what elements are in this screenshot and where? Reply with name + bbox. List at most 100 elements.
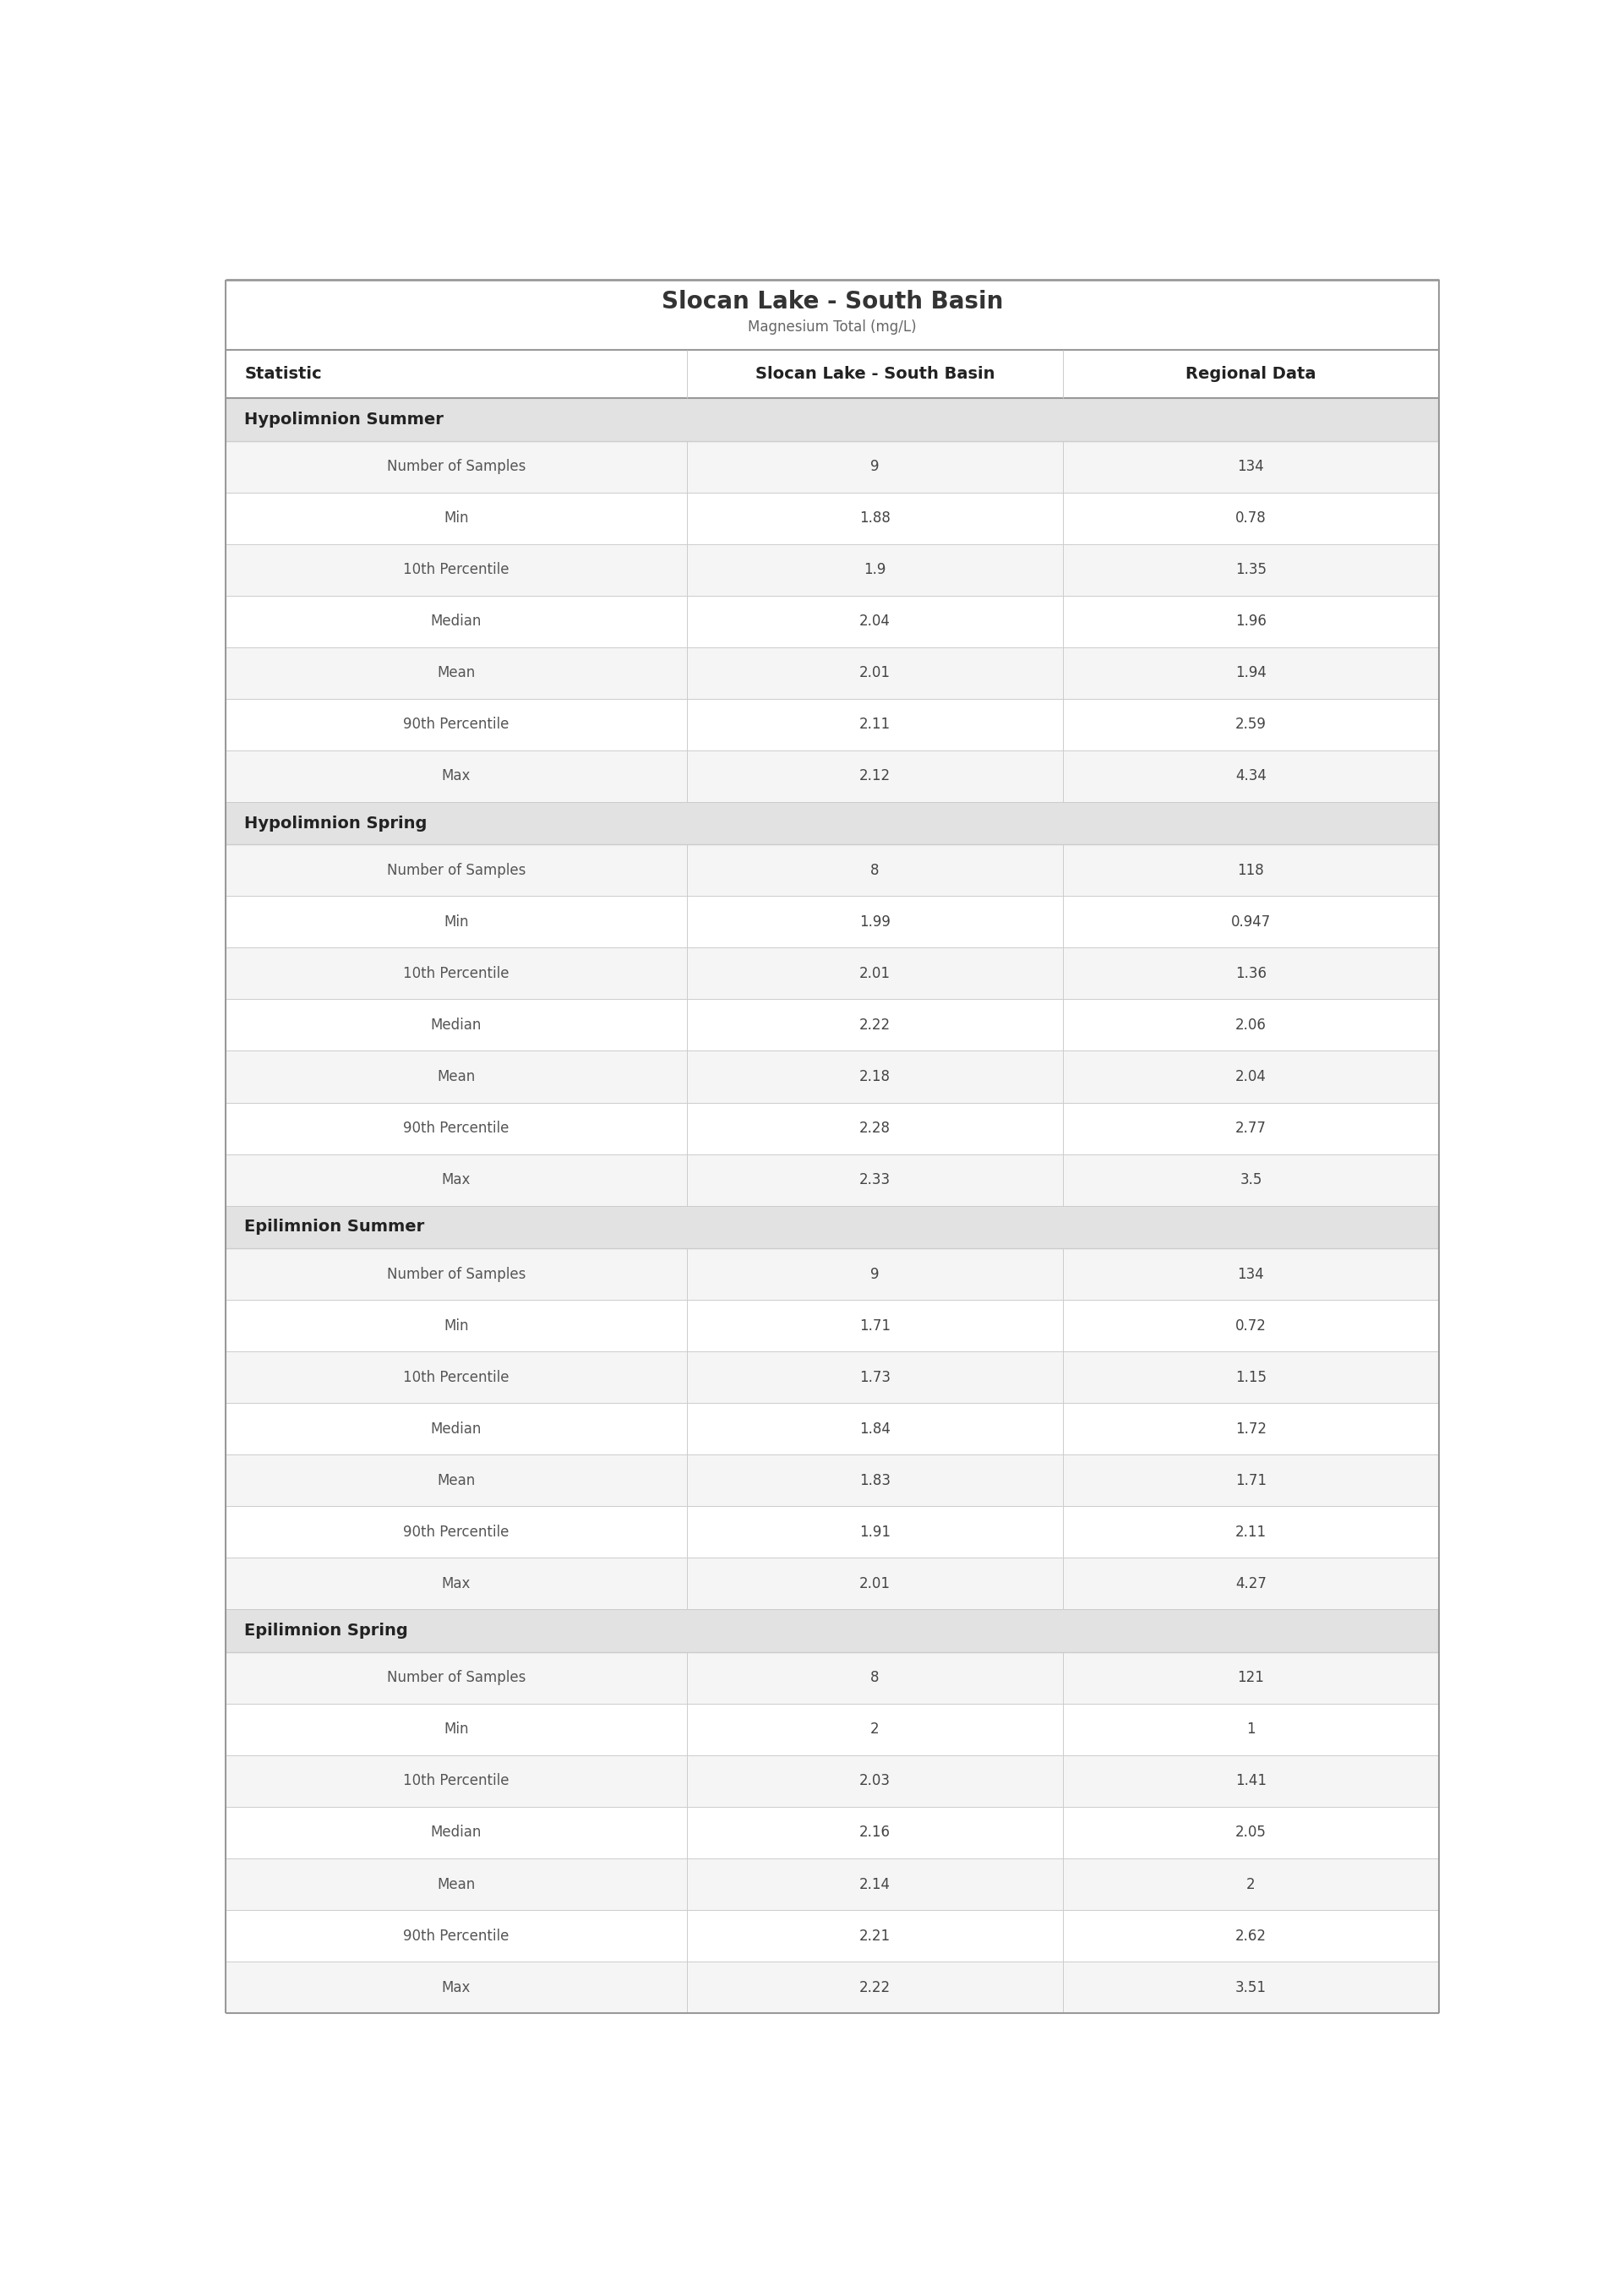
Text: 0.72: 0.72 <box>1236 1319 1267 1332</box>
Text: 2.14: 2.14 <box>859 1877 890 1891</box>
Text: 2.21: 2.21 <box>859 1927 890 1943</box>
Bar <box>687 999 1062 1051</box>
Text: 1.83: 1.83 <box>859 1473 890 1489</box>
Bar <box>226 1205 1439 1249</box>
Bar <box>226 1507 687 1557</box>
Bar <box>687 1455 1062 1507</box>
Bar <box>226 1153 687 1205</box>
Text: 0.78: 0.78 <box>1236 511 1267 527</box>
Bar <box>687 1051 1062 1103</box>
Bar <box>1062 1705 1439 1755</box>
Bar <box>687 751 1062 801</box>
Text: 1: 1 <box>1246 1723 1255 1737</box>
Bar <box>1062 751 1439 801</box>
Text: 8: 8 <box>870 863 879 878</box>
Text: Max: Max <box>442 1171 471 1187</box>
Bar <box>1062 1403 1439 1455</box>
Bar <box>1062 1301 1439 1351</box>
Text: 1.84: 1.84 <box>859 1421 890 1437</box>
Text: 3.51: 3.51 <box>1236 1979 1267 1995</box>
Text: 2.03: 2.03 <box>859 1773 890 1789</box>
Bar <box>226 1859 687 1909</box>
Text: 118: 118 <box>1237 863 1265 878</box>
Bar <box>687 1153 1062 1205</box>
Text: 1.94: 1.94 <box>1236 665 1267 681</box>
Bar <box>226 1103 687 1153</box>
Bar <box>687 897 1062 949</box>
Text: 2.28: 2.28 <box>859 1121 890 1135</box>
Text: 2.18: 2.18 <box>859 1069 890 1085</box>
Bar <box>687 1557 1062 1609</box>
Text: 2.62: 2.62 <box>1236 1927 1267 1943</box>
Text: 9: 9 <box>870 1267 879 1283</box>
Bar <box>687 493 1062 545</box>
Text: 8: 8 <box>870 1671 879 1687</box>
Bar <box>1062 545 1439 595</box>
Bar <box>1062 595 1439 647</box>
Bar <box>226 1909 687 1961</box>
Bar <box>1062 440 1439 493</box>
Text: 4.27: 4.27 <box>1236 1575 1267 1591</box>
Bar <box>1062 1755 1439 1807</box>
Bar <box>1062 493 1439 545</box>
Bar <box>687 647 1062 699</box>
Text: 10th Percentile: 10th Percentile <box>403 967 510 981</box>
Bar <box>226 844 687 897</box>
Bar <box>1062 1153 1439 1205</box>
Text: Min: Min <box>443 915 469 928</box>
Text: Number of Samples: Number of Samples <box>387 1267 526 1283</box>
Bar <box>687 1103 1062 1153</box>
Bar <box>226 1351 687 1403</box>
Text: Median: Median <box>430 1825 482 1841</box>
Bar <box>226 1403 687 1455</box>
Text: Magnesium Total (mg/L): Magnesium Total (mg/L) <box>749 320 916 334</box>
Text: 1.41: 1.41 <box>1236 1773 1267 1789</box>
Text: 2.05: 2.05 <box>1236 1825 1267 1841</box>
Text: 10th Percentile: 10th Percentile <box>403 563 510 577</box>
Bar <box>226 440 687 493</box>
Bar <box>226 949 687 999</box>
Text: Regional Data: Regional Data <box>1186 365 1315 381</box>
Bar <box>226 897 687 949</box>
Text: Number of Samples: Number of Samples <box>387 459 526 474</box>
Bar <box>1062 699 1439 751</box>
Bar <box>226 1455 687 1507</box>
Text: 2: 2 <box>1246 1877 1255 1891</box>
Text: Max: Max <box>442 1575 471 1591</box>
Text: Min: Min <box>443 511 469 527</box>
Bar <box>1062 1859 1439 1909</box>
Text: 2.22: 2.22 <box>859 1979 890 1995</box>
Text: Max: Max <box>442 1979 471 1995</box>
Bar <box>226 1807 687 1859</box>
Bar <box>687 440 1062 493</box>
Text: 121: 121 <box>1237 1671 1265 1687</box>
Bar <box>1062 844 1439 897</box>
Text: 1.91: 1.91 <box>859 1525 890 1539</box>
Text: 90th Percentile: 90th Percentile <box>403 1525 510 1539</box>
Text: 10th Percentile: 10th Percentile <box>403 1773 510 1789</box>
Bar <box>226 595 687 647</box>
Text: 2.06: 2.06 <box>1236 1017 1267 1033</box>
Text: Min: Min <box>443 1723 469 1737</box>
Text: Mean: Mean <box>437 1069 476 1085</box>
Text: Slocan Lake - South Basin: Slocan Lake - South Basin <box>661 291 1004 313</box>
Text: 0.947: 0.947 <box>1231 915 1272 928</box>
Bar <box>226 545 687 595</box>
Bar <box>687 1807 1062 1859</box>
Text: 1.36: 1.36 <box>1236 967 1267 981</box>
Bar <box>687 1351 1062 1403</box>
Text: Hypolimnion Summer: Hypolimnion Summer <box>245 411 443 427</box>
Text: 1.71: 1.71 <box>859 1319 890 1332</box>
Bar <box>1062 1455 1439 1507</box>
Text: 2.04: 2.04 <box>1236 1069 1267 1085</box>
Text: 2.01: 2.01 <box>859 1575 890 1591</box>
Bar <box>226 350 1439 397</box>
Text: Number of Samples: Number of Samples <box>387 863 526 878</box>
Bar <box>687 1249 1062 1301</box>
Text: Median: Median <box>430 613 482 629</box>
Text: Mean: Mean <box>437 1877 476 1891</box>
Bar <box>226 699 687 751</box>
Text: 2.16: 2.16 <box>859 1825 890 1841</box>
Text: 90th Percentile: 90th Percentile <box>403 1927 510 1943</box>
Text: 1.15: 1.15 <box>1236 1369 1267 1385</box>
